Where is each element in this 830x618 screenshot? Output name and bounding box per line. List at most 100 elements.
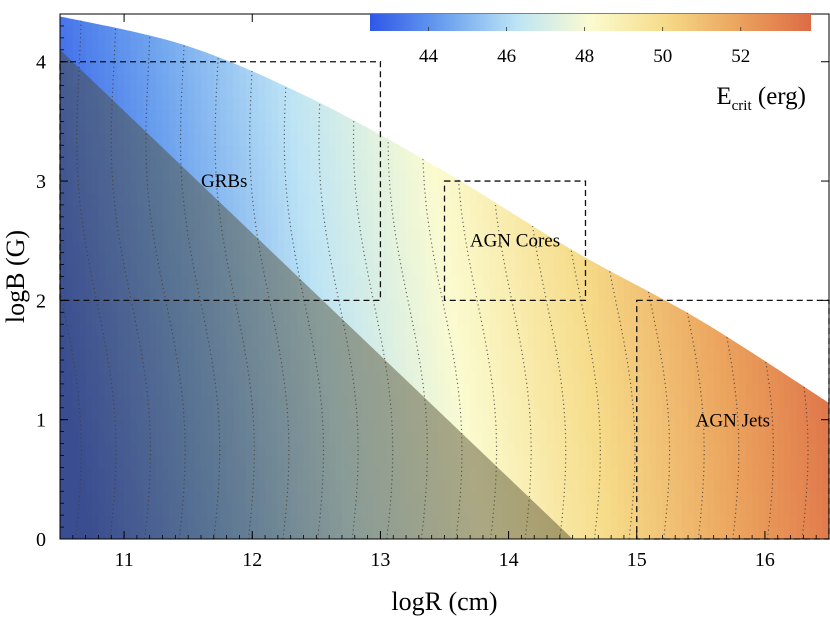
heatmap-cell [194, 276, 202, 290]
heatmap-cell [111, 455, 119, 469]
heatmap-cell [623, 85, 631, 99]
heatmap-cell [547, 455, 555, 469]
heatmap-cell [111, 300, 119, 313]
heatmap-cell [457, 181, 465, 194]
heatmap-cell [220, 61, 228, 75]
heatmap-cell [694, 360, 702, 373]
heatmap-cell [617, 121, 625, 134]
heatmap-cell [694, 145, 702, 158]
heatmap-cell [271, 527, 279, 540]
heatmap-cell [136, 252, 144, 266]
heatmap-cell [60, 109, 68, 122]
heatmap-cell [303, 503, 311, 516]
heatmap-cell [316, 73, 324, 87]
heatmap-cell [168, 192, 176, 206]
heatmap-cell [143, 348, 151, 361]
heatmap-cell [111, 16, 119, 27]
heatmap-cell [380, 133, 388, 146]
heatmap-cell [521, 407, 529, 421]
heatmap-cell [495, 145, 503, 158]
heatmap-cell [739, 157, 747, 170]
heatmap-cell [604, 169, 612, 182]
heatmap-cell [559, 61, 567, 75]
heatmap-cell [591, 443, 599, 457]
heatmap-cell [386, 407, 394, 421]
heatmap-cell [514, 491, 522, 504]
heatmap-cell [271, 443, 279, 457]
heatmap-cell [649, 324, 657, 337]
heatmap-cell [720, 192, 728, 206]
heatmap-cell [668, 431, 676, 445]
heatmap-cell [450, 49, 458, 63]
heatmap-cell [623, 443, 631, 457]
heatmap-cell [316, 300, 324, 313]
heatmap-cell [290, 431, 298, 445]
heatmap-cell [611, 443, 619, 457]
heatmap-cell [406, 264, 414, 278]
heatmap-cell [374, 49, 382, 63]
heatmap-cell [168, 276, 176, 290]
heatmap-cell [636, 360, 644, 373]
heatmap-cell [540, 264, 548, 278]
heatmap-cell [60, 360, 68, 373]
heatmap-cell [322, 157, 330, 170]
heatmap-cell [354, 491, 362, 504]
heatmap-cell [489, 73, 497, 87]
heatmap-cell [271, 431, 279, 445]
heatmap-cell [777, 252, 785, 266]
heatmap-cell [463, 145, 471, 158]
heatmap-cell [143, 145, 151, 158]
heatmap-cell [598, 360, 606, 373]
heatmap-cell [194, 348, 202, 361]
heatmap-cell [233, 348, 241, 361]
heatmap-cell [117, 216, 125, 230]
heatmap-cell [418, 288, 426, 301]
heatmap-cell [643, 515, 651, 528]
heatmap-cell [534, 97, 542, 111]
heatmap-cell [168, 491, 176, 504]
heatmap-cell [124, 252, 132, 266]
heatmap-cell [239, 169, 247, 182]
heatmap-cell [297, 181, 305, 194]
heatmap-cell [668, 324, 676, 337]
heatmap-cell [399, 419, 407, 433]
heatmap-cell [450, 204, 458, 218]
heatmap-cell [66, 312, 74, 325]
heatmap-cell [399, 455, 407, 469]
heatmap-cell [438, 192, 446, 206]
heatmap-cell [771, 312, 779, 325]
heatmap-cell [450, 181, 458, 194]
heatmap-cell [482, 264, 490, 278]
heatmap-cell [226, 371, 234, 385]
heatmap-cell [194, 336, 202, 349]
heatmap-cell [412, 312, 420, 325]
heatmap-cell [277, 16, 285, 27]
heatmap-cell [104, 216, 112, 230]
heatmap-cell [367, 37, 375, 51]
heatmap-cell [732, 383, 740, 397]
heatmap-cell [604, 288, 612, 301]
heatmap-cell [124, 479, 132, 492]
heatmap-cell [239, 371, 247, 385]
heatmap-cell [617, 204, 625, 218]
heatmap-cell [784, 348, 792, 361]
heatmap-cell [559, 443, 567, 457]
heatmap-cell [354, 336, 362, 349]
heatmap-cell [495, 479, 503, 492]
heatmap-cell [265, 121, 273, 134]
heatmap-cell [482, 228, 490, 242]
heatmap-cell [540, 49, 548, 63]
heatmap-cell [476, 407, 484, 421]
heatmap-cell [393, 157, 401, 170]
heatmap-cell [213, 228, 221, 242]
heatmap-cell [277, 157, 285, 170]
heatmap-cell [700, 264, 708, 278]
heatmap-cell [444, 73, 452, 87]
heatmap-cell [547, 73, 555, 87]
heatmap-cell [117, 467, 125, 480]
heatmap-cell [329, 503, 337, 516]
heatmap-cell [662, 85, 670, 99]
heatmap-cell [335, 383, 343, 397]
heatmap-cell [502, 216, 510, 230]
heatmap-cell [649, 181, 657, 194]
